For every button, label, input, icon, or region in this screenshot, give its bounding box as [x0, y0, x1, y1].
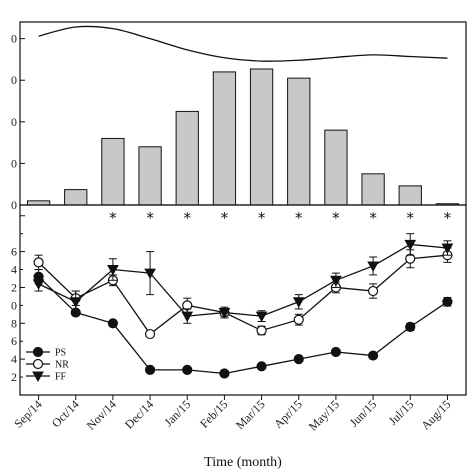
data-point-ff — [181, 311, 194, 323]
y-tick-label: 4 — [11, 263, 17, 277]
data-point-ps — [330, 346, 342, 358]
data-point-nr — [256, 325, 267, 336]
data-point-ps — [367, 350, 379, 361]
bars — [26, 68, 460, 206]
data-point-ff — [107, 265, 119, 276]
data-point-ps — [256, 361, 267, 372]
data-point-ff — [367, 261, 379, 272]
data-point-ff — [32, 279, 45, 290]
legend-marker-ff — [32, 371, 44, 383]
data-point-ff — [255, 311, 268, 323]
bar-dec-14 — [138, 146, 162, 206]
y-tick-label: 2 — [11, 370, 17, 384]
significance-star: * — [109, 209, 117, 227]
bar-mar-15 — [249, 68, 274, 206]
series-ps — [33, 269, 453, 379]
legend-label-ps: PS — [55, 348, 66, 359]
significance-markers: * * * * * * * * * * — [109, 209, 452, 227]
significance-star: * — [369, 209, 377, 227]
y-tick-label: 0 — [11, 198, 17, 212]
series-group — [32, 233, 454, 379]
legend-marker-ps — [32, 346, 44, 358]
bar-oct-14 — [64, 189, 88, 206]
x-axis-title: Time (month) — [204, 455, 282, 470]
legend-label-ff: FF — [55, 372, 67, 383]
bottom-y-axis-ticks: 2 4 6 8 0 2 4 6 — [11, 215, 25, 384]
data-point-ff — [404, 239, 417, 251]
y-tick-label: 0 — [11, 298, 17, 312]
bottom-plot-frame — [19, 204, 467, 396]
significance-star: * — [184, 209, 192, 227]
data-point-ps — [293, 354, 304, 365]
data-point-ps — [219, 368, 230, 379]
data-point-ff — [218, 308, 231, 319]
data-point-ps — [182, 364, 193, 376]
data-point-nr — [367, 285, 379, 297]
y-tick-label: 4 — [11, 352, 17, 366]
series-line-nr — [38, 254, 448, 335]
y-tick-label: 0 — [11, 32, 17, 46]
bar-jun-15 — [361, 173, 385, 206]
significance-star: * — [221, 209, 229, 227]
data-point-ps — [107, 318, 119, 329]
y-tick-label: 0 — [11, 156, 17, 170]
bar-may-15 — [324, 129, 348, 206]
y-tick-label: 0 — [11, 115, 17, 129]
bar-sep-14 — [26, 200, 51, 206]
bar-jul-15 — [398, 185, 422, 206]
data-point-ff — [69, 297, 82, 308]
series-ff — [32, 233, 454, 324]
series-line-ff — [38, 243, 448, 317]
y-tick-label: 2 — [11, 280, 17, 294]
y-tick-label: 6 — [11, 334, 17, 348]
significance-star: * — [332, 209, 340, 227]
y-tick-label: 8 — [11, 316, 17, 330]
data-point-ff — [330, 275, 342, 287]
data-point-ps — [442, 296, 453, 307]
significance-star: * — [444, 209, 452, 227]
series-line-ps — [38, 276, 448, 375]
significance-star: * — [295, 209, 303, 227]
data-point-nr — [293, 314, 304, 325]
significance-star: * — [146, 209, 154, 227]
data-point-ps — [405, 321, 416, 332]
data-point-nr — [33, 257, 44, 268]
bar-nov-14 — [101, 137, 125, 206]
top-panel: 0 0 0 0 0 * * * * * * * * * * — [11, 21, 467, 227]
data-point-ps — [144, 364, 156, 376]
legend-label-nr: NR — [55, 360, 69, 371]
top-y-axis-ticks: 0 0 0 0 0 — [11, 32, 25, 212]
data-point-ff — [292, 297, 305, 308]
data-point-nr — [144, 328, 156, 340]
data-point-ff — [144, 268, 156, 280]
bar-feb-15 — [212, 71, 237, 206]
bar-apr-15 — [287, 77, 311, 206]
significance-star: * — [258, 209, 266, 227]
legend-marker-nr — [32, 358, 44, 370]
y-tick-label: 0 — [11, 73, 17, 87]
significance-star: * — [407, 209, 415, 227]
overlay-line — [38, 25, 448, 62]
y-tick-label: 6 — [11, 245, 17, 259]
data-point-ff — [441, 243, 454, 255]
bar-jan-15 — [175, 110, 199, 206]
